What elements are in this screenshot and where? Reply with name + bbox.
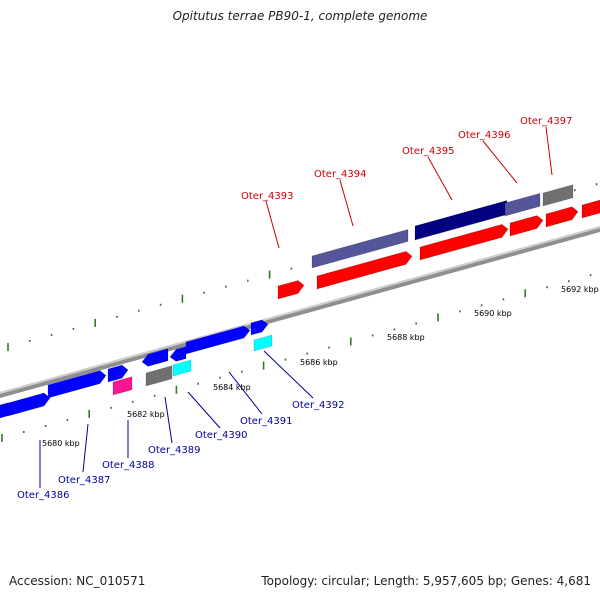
gene-label-oter-4388[interactable]: Oter_4388 — [102, 460, 155, 471]
scale-label: 5692 kbp — [561, 285, 599, 294]
leader-line — [82, 423, 89, 473]
gene-label-oter-4396[interactable]: Oter_4396 — [458, 130, 511, 141]
gene-label-oter-4392[interactable]: Oter_4392 — [292, 400, 345, 411]
scale-label: 5682 kbp — [127, 410, 165, 419]
feature-oter-4394[interactable] — [316, 251, 413, 290]
feature-oter-4388[interactable] — [112, 376, 133, 396]
feature-partial-left[interactable] — [0, 402, 9, 419]
feature-oter-4392-top[interactable] — [250, 319, 269, 336]
feature-oter-4386[interactable] — [7, 392, 51, 417]
gene-label-oter-4387[interactable]: Oter_4387 — [58, 475, 111, 486]
gene-label-oter-4395[interactable]: Oter_4395 — [402, 146, 455, 157]
feature-oter-4387[interactable] — [47, 370, 107, 399]
gene-label-oter-4393[interactable]: Oter_4393 — [241, 191, 294, 202]
gene-features[interactable] — [0, 184, 600, 419]
label-leaders — [39, 126, 553, 488]
leader-line — [164, 396, 173, 444]
leader-line — [339, 179, 354, 227]
scale-label: 5684 kbp — [213, 383, 251, 392]
gene-label-oter-4397[interactable]: Oter_4397 — [520, 116, 573, 127]
scale-label: 5690 kbp — [474, 309, 512, 318]
leader-line — [228, 371, 263, 415]
accession-label: Accession: NC_010571 — [9, 574, 146, 588]
leader-line — [263, 350, 314, 399]
feature-oter-4396[interactable] — [509, 215, 544, 237]
genome-backbone-highlight — [0, 226, 600, 394]
feature-oter-4389[interactable] — [145, 365, 173, 387]
leader-line — [187, 391, 221, 429]
feature-oter-4388-top[interactable] — [107, 364, 129, 383]
feature-oter-4389-top[interactable] — [141, 348, 169, 367]
gene-label-oter-4389[interactable]: Oter_4389 — [148, 445, 201, 456]
leader-line — [545, 126, 553, 176]
gene-label-oter-4390[interactable]: Oter_4390 — [195, 430, 248, 441]
feature-oter-4392[interactable] — [253, 334, 273, 352]
genome-summary: Topology: circular; Length: 5,957,605 bp… — [261, 574, 591, 588]
gene-label-oter-4394[interactable]: Oter_4394 — [314, 169, 367, 180]
feature-oter-4390-top[interactable] — [169, 346, 187, 362]
feature-oter-4397[interactable] — [545, 206, 579, 228]
scale-label: 5688 kbp — [387, 333, 425, 342]
scale-label: 5686 kbp — [300, 358, 338, 367]
leader-line — [427, 156, 453, 201]
feature-oter-4396-top[interactable] — [504, 192, 541, 217]
feature-partial-right[interactable] — [581, 199, 600, 219]
leader-line — [265, 200, 280, 249]
feature-oter-4391-top[interactable] — [185, 325, 251, 355]
feature-oter-4394-top[interactable] — [311, 229, 409, 269]
gene-label-oter-4391[interactable]: Oter_4391 — [240, 416, 293, 427]
scale-label: 5680 kbp — [42, 439, 80, 448]
leader-line — [482, 140, 518, 184]
feature-oter-4393[interactable] — [277, 280, 305, 300]
feature-oter-4397-top[interactable] — [542, 184, 574, 207]
feature-oter-4390[interactable] — [172, 359, 192, 377]
feature-oter-4395[interactable] — [419, 223, 509, 261]
gene-label-oter-4386[interactable]: Oter_4386 — [17, 490, 70, 501]
map-title: Opitutus terrae PB90-1, complete genome — [172, 9, 428, 23]
